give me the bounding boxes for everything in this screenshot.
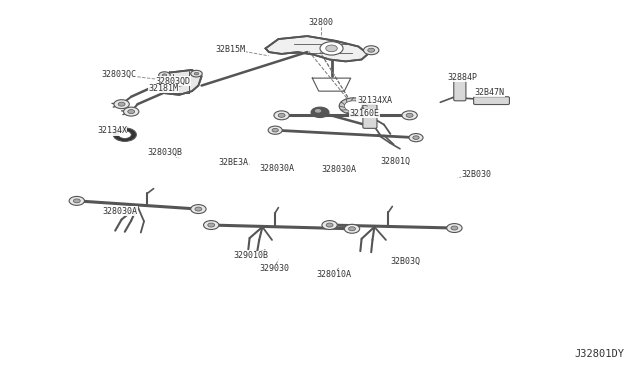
Circle shape <box>268 126 282 134</box>
Circle shape <box>320 42 343 55</box>
Text: 32B47N: 32B47N <box>475 88 504 97</box>
Circle shape <box>208 223 214 227</box>
Circle shape <box>451 226 458 230</box>
Circle shape <box>447 224 462 232</box>
Circle shape <box>339 98 367 114</box>
Text: 32803QB: 32803QB <box>148 148 182 157</box>
Text: 32B03Q: 32B03Q <box>391 257 420 266</box>
Circle shape <box>174 80 180 84</box>
Circle shape <box>191 205 206 214</box>
Text: 32160E: 32160E <box>350 109 380 118</box>
Circle shape <box>69 196 84 205</box>
Text: 328030A: 328030A <box>103 207 138 216</box>
Circle shape <box>272 128 278 132</box>
Circle shape <box>402 111 417 120</box>
Circle shape <box>194 72 199 75</box>
Text: 32884P: 32884P <box>447 73 477 82</box>
Circle shape <box>274 111 289 120</box>
Text: 32BE3A: 32BE3A <box>219 158 248 167</box>
Circle shape <box>326 45 337 52</box>
Polygon shape <box>160 70 202 95</box>
Circle shape <box>159 72 170 78</box>
Text: 32134X: 32134X <box>97 126 127 135</box>
Circle shape <box>195 207 202 211</box>
Text: 32803QD: 32803QD <box>156 77 190 86</box>
Text: 329010B: 329010B <box>234 251 268 260</box>
FancyBboxPatch shape <box>454 79 466 101</box>
Circle shape <box>278 113 285 117</box>
Circle shape <box>170 77 185 86</box>
Text: 32B15M: 32B15M <box>216 45 245 54</box>
Circle shape <box>322 221 337 230</box>
Circle shape <box>204 221 219 230</box>
FancyBboxPatch shape <box>363 105 377 128</box>
Text: 32801Q: 32801Q <box>381 157 410 166</box>
Circle shape <box>413 136 419 140</box>
Text: 328010A: 328010A <box>317 270 351 279</box>
Circle shape <box>128 110 134 113</box>
Text: 32B030: 32B030 <box>462 170 492 179</box>
Text: 32800: 32800 <box>308 18 334 27</box>
Circle shape <box>368 48 374 52</box>
Circle shape <box>118 102 125 106</box>
Text: 32181M: 32181M <box>148 84 178 93</box>
Circle shape <box>124 107 139 116</box>
Circle shape <box>344 101 362 111</box>
Circle shape <box>406 113 413 117</box>
Circle shape <box>114 100 129 109</box>
Text: 32134XA: 32134XA <box>357 96 392 105</box>
Circle shape <box>349 227 355 231</box>
Circle shape <box>364 46 379 55</box>
Circle shape <box>162 74 167 77</box>
Circle shape <box>113 128 136 141</box>
Circle shape <box>74 199 80 203</box>
Circle shape <box>326 223 333 227</box>
Circle shape <box>191 70 202 77</box>
Polygon shape <box>266 36 368 61</box>
Text: 329030: 329030 <box>259 264 289 273</box>
FancyBboxPatch shape <box>474 97 509 105</box>
Text: 32803QC: 32803QC <box>101 70 136 79</box>
Circle shape <box>118 131 131 138</box>
Text: J32801DY: J32801DY <box>574 349 624 359</box>
Text: 328030A: 328030A <box>259 164 294 173</box>
Circle shape <box>409 134 423 142</box>
Circle shape <box>315 109 321 113</box>
Circle shape <box>311 107 329 118</box>
Circle shape <box>344 224 360 233</box>
Text: 328030A: 328030A <box>322 165 356 174</box>
